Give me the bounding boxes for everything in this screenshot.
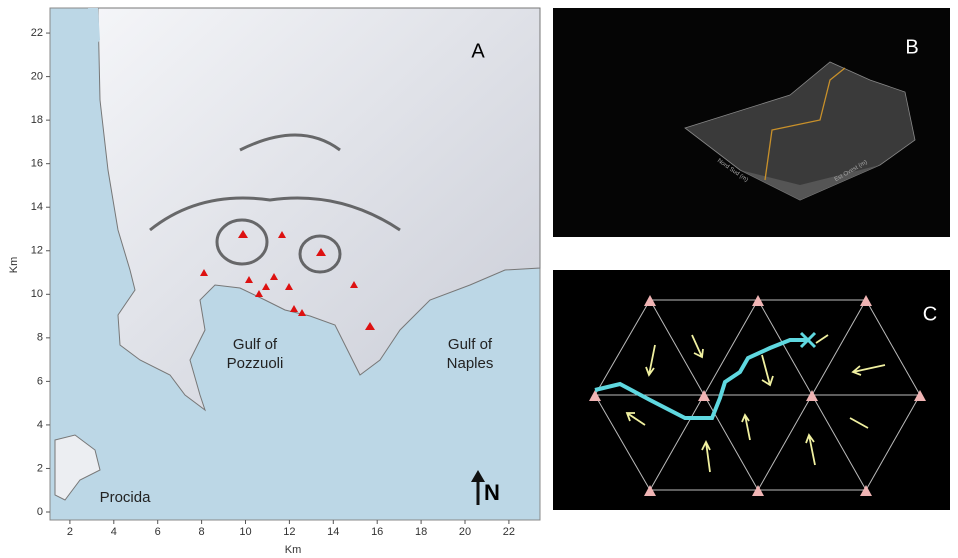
x-tick-label: 6	[155, 526, 161, 538]
y-tick-label: 18	[31, 114, 43, 126]
x-tick-label: 20	[459, 526, 471, 538]
y-tick-label: 22	[31, 27, 43, 39]
x-tick-label: 2	[67, 526, 73, 538]
y-tick-label: 2	[37, 462, 43, 474]
panel-label: B	[905, 36, 918, 58]
x-tick-label: 16	[371, 526, 383, 538]
figure: A Km Km N Gulf of Pozzuoli Gulf of Naples Pr…	[0, 0, 958, 558]
x-tick-label: 22	[503, 526, 515, 538]
panel-b: Nord Sud (m) Est Ovest (m) B	[553, 8, 950, 237]
y-axis-title: Km	[8, 257, 20, 274]
place-name: Gulf of	[448, 336, 493, 353]
y-tick-label: 0	[37, 506, 43, 518]
panel-bg	[553, 270, 950, 510]
place-name: Naples	[447, 355, 494, 372]
y-tick-label: 6	[37, 375, 43, 387]
panel-a: A Km Km N Gulf of Pozzuoli Gulf of Naples Pr…	[8, 8, 540, 556]
y-tick-label: 20	[31, 71, 43, 83]
panel-label: C	[923, 303, 937, 325]
x-tick-label: 12	[283, 526, 295, 538]
y-tick-label: 12	[31, 245, 43, 257]
y-tick-label: 16	[31, 158, 43, 170]
y-tick-label: 8	[37, 332, 43, 344]
y-tick-label: 10	[31, 288, 43, 300]
place-name: Gulf of	[233, 336, 278, 353]
x-tick-label: 18	[415, 526, 427, 538]
x-tick-label: 14	[327, 526, 339, 538]
north-label: N	[484, 480, 500, 505]
y-tick-label: 14	[31, 201, 43, 213]
x-tick-label: 10	[239, 526, 251, 538]
x-tick-label: 8	[199, 526, 205, 538]
x-tick-label: 4	[111, 526, 117, 538]
place-name: Pozzuoli	[227, 355, 284, 372]
x-axis-title: Km	[285, 544, 302, 556]
panel-c: C	[553, 270, 950, 510]
place-name: Procida	[100, 489, 152, 506]
panel-label: A	[471, 40, 485, 62]
y-tick-label: 4	[37, 419, 43, 431]
